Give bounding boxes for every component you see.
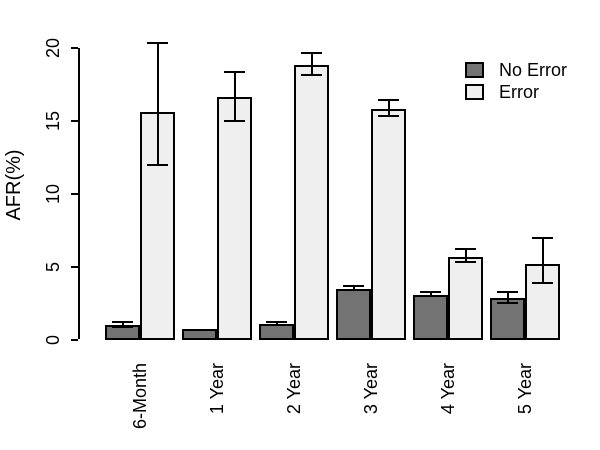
legend-item-error: Error bbox=[465, 81, 567, 102]
error-bar-line bbox=[233, 72, 236, 121]
y-tick-label: 10 bbox=[43, 183, 63, 204]
error-bar-line bbox=[121, 322, 124, 327]
x-category-label: 5 Year bbox=[515, 363, 535, 415]
error-bar-cap bbox=[224, 119, 245, 122]
error-bar-line bbox=[541, 237, 544, 283]
legend-item-no-error: No Error bbox=[465, 59, 568, 80]
error-bar-line bbox=[387, 100, 390, 117]
error-bar-cap bbox=[224, 71, 245, 74]
error-bar-line bbox=[156, 43, 159, 165]
legend-label-no-error: No Error bbox=[499, 59, 568, 80]
error-bar-cap bbox=[420, 290, 441, 293]
error-bar-line bbox=[429, 291, 432, 297]
error-bar-cap bbox=[266, 321, 287, 324]
y-axis-tick bbox=[71, 119, 78, 122]
error-bar-cap bbox=[301, 52, 322, 55]
error-bar-cap bbox=[455, 248, 476, 251]
y-axis-tick bbox=[71, 192, 78, 195]
error-bar-line bbox=[464, 249, 467, 263]
bar-no-error bbox=[182, 329, 217, 340]
error-bar-cap bbox=[343, 289, 364, 292]
error-bar-cap bbox=[532, 236, 553, 239]
error-bar-cap bbox=[420, 295, 441, 298]
y-tick-label: 0 bbox=[43, 334, 63, 346]
legend-swatch-error bbox=[465, 83, 484, 100]
y-tick-label: 15 bbox=[43, 110, 63, 131]
y-axis-tick bbox=[71, 339, 78, 341]
bar-error bbox=[371, 108, 406, 340]
bar-no-error bbox=[413, 294, 448, 340]
error-bar-cap bbox=[266, 324, 287, 327]
error-bar-cap bbox=[532, 281, 553, 284]
legend: No Error Error bbox=[465, 61, 567, 105]
error-bar-cap bbox=[147, 163, 168, 166]
error-bar-cap bbox=[147, 42, 168, 45]
x-category-label: 4 Year bbox=[438, 363, 458, 415]
error-bar-line bbox=[506, 291, 509, 304]
error-bar-cap bbox=[112, 321, 133, 324]
y-axis-line bbox=[78, 47, 80, 339]
x-category-label: 3 Year bbox=[361, 363, 381, 415]
error-bar-cap bbox=[112, 325, 133, 328]
x-category-label: 1 Year bbox=[207, 363, 227, 415]
error-bar-line bbox=[352, 285, 355, 291]
legend-swatch-no-error bbox=[465, 61, 484, 78]
error-bar-cap bbox=[497, 290, 518, 293]
error-bar-cap bbox=[378, 99, 399, 102]
legend-label-error: Error bbox=[499, 81, 539, 102]
error-bar-line bbox=[310, 53, 313, 76]
y-tick-label: 5 bbox=[43, 261, 63, 272]
bar-no-error bbox=[336, 288, 371, 340]
error-bar-line bbox=[275, 322, 278, 326]
bar-error bbox=[448, 256, 483, 340]
y-axis-tick bbox=[71, 46, 78, 49]
error-bar-cap bbox=[301, 74, 322, 77]
bar-error bbox=[140, 111, 175, 340]
y-axis-tick bbox=[71, 265, 78, 268]
bar-error bbox=[294, 65, 329, 340]
bar-error bbox=[217, 97, 252, 340]
error-bar-cap bbox=[497, 302, 518, 305]
error-bar-cap bbox=[343, 284, 364, 287]
error-bar-cap bbox=[378, 115, 399, 118]
error-bar-cap bbox=[455, 261, 476, 264]
x-category-label: 6-Month bbox=[130, 363, 150, 430]
y-tick-label: 20 bbox=[43, 37, 63, 58]
x-category-label: 2 Year bbox=[284, 363, 304, 415]
